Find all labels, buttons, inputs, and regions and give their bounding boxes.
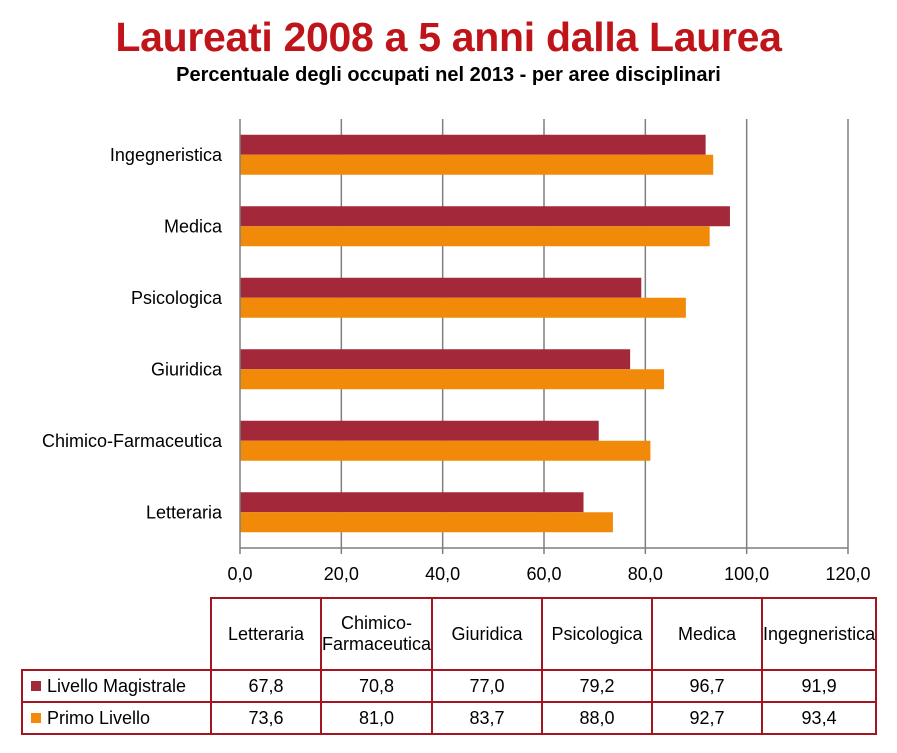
table-header-cell: Ingegneristica <box>761 597 878 671</box>
legend-swatch-primo <box>31 712 41 723</box>
table-row-label: Livello Magistrale <box>21 669 212 703</box>
bar-primo <box>240 226 710 247</box>
table-corner <box>22 598 212 671</box>
table-row: Primo Livello 73,6 81,0 83,7 88,0 92,7 9… <box>21 701 878 735</box>
bar-magistrale <box>240 206 730 227</box>
table-row-label: Primo Livello <box>21 701 212 735</box>
table-cell: 67,8 <box>210 669 322 703</box>
data-table: Letteraria Chimico-Farmaceutica Giuridic… <box>21 597 878 735</box>
table-header-cell: Giuridica <box>431 597 544 671</box>
category-label: Letteraria <box>146 502 223 522</box>
gridlines <box>340 119 849 548</box>
category-label: Medica <box>164 216 223 236</box>
table-cell: 93,4 <box>761 701 878 735</box>
category-label: Psicologica <box>131 288 223 308</box>
bar-magistrale <box>240 492 584 513</box>
x-tick-label: 40,0 <box>425 564 460 584</box>
x-tick-label: 80,0 <box>628 564 663 584</box>
table-row: Livello Magistrale 67,8 70,8 77,0 79,2 9… <box>21 669 878 703</box>
table-cell: 88,0 <box>541 701 654 735</box>
category-label: Giuridica <box>151 359 223 379</box>
table-cell: 91,9 <box>761 669 878 703</box>
bar-primo <box>240 369 665 390</box>
bar-primo <box>240 512 613 533</box>
category-label: Ingegneristica <box>110 145 223 165</box>
bar-primo <box>240 297 686 318</box>
table-cell: 77,0 <box>431 669 544 703</box>
legend-label-primo: Primo Livello <box>47 707 151 728</box>
table-cell: 70,8 <box>319 669 434 703</box>
labels: 0,0 20,0 40,0 60,0 80,0 100,0 120,0 Letteraria C… <box>42 145 871 584</box>
x-tick-label: 100,0 <box>724 564 769 584</box>
table-header-cell: Medica <box>651 597 764 671</box>
table-cell: 81,0 <box>319 701 434 735</box>
bar-chart: 0,0 20,0 40,0 60,0 80,0 100,0 120,0 Letteraria C… <box>42 119 871 584</box>
table-header-row: Letteraria Chimico-Farmaceutica Giuridic… <box>22 597 878 671</box>
chart-subtitle: Percentuale degli occupati nel 2013 - pe… <box>176 64 721 86</box>
table-header-cell: Letteraria <box>210 597 322 671</box>
bars <box>240 134 730 533</box>
table-cell: 79,2 <box>541 669 654 703</box>
table-cell: 92,7 <box>651 701 764 735</box>
legend-swatch-magistrale <box>31 680 41 691</box>
table-cell: 73,6 <box>210 701 322 735</box>
bar-magistrale <box>240 277 642 298</box>
table-header-cell: Psicologica <box>541 597 654 671</box>
x-tick-label: 60,0 <box>526 564 561 584</box>
x-tick-label: 20,0 <box>324 564 359 584</box>
table-cell: 96,7 <box>651 669 764 703</box>
chart-title: Laureati 2008 a 5 anni dalla Laurea <box>115 14 782 60</box>
bar-primo <box>240 440 651 461</box>
table-header-cell: Chimico-Farmaceutica <box>319 597 434 671</box>
category-label: Chimico-Farmaceutica <box>42 431 223 451</box>
bar-primo <box>240 154 714 175</box>
axes <box>239 119 849 554</box>
x-tick-label: 120,0 <box>825 564 870 584</box>
legend-label-magistrale: Livello Magistrale <box>47 675 187 696</box>
bar-magistrale <box>240 134 706 155</box>
bar-magistrale <box>240 420 599 441</box>
bar-magistrale <box>240 349 631 370</box>
x-tick-label: 0,0 <box>227 564 252 584</box>
table-cell: 83,7 <box>431 701 544 735</box>
